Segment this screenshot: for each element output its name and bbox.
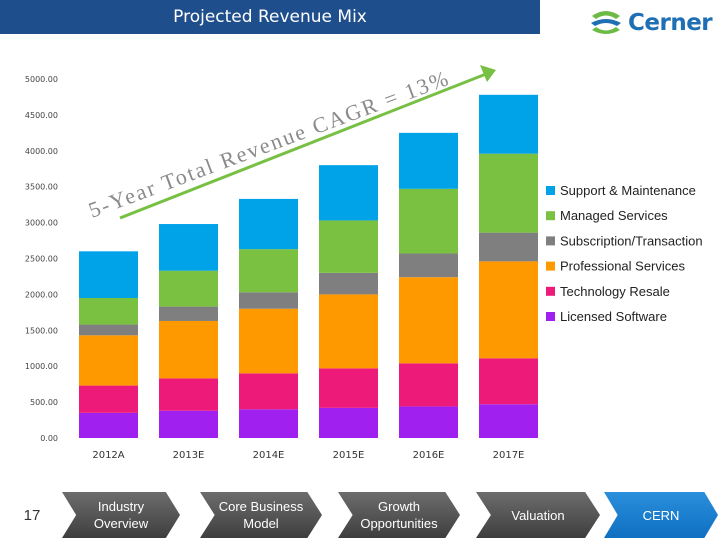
bar-segment <box>239 409 298 438</box>
y-tick-label: 2500.00 <box>25 255 58 264</box>
bar-segment <box>319 368 378 408</box>
y-tick-label: 0.00 <box>40 434 58 443</box>
bar-segment <box>479 153 538 233</box>
y-tick-label: 4500.00 <box>25 111 58 120</box>
bar-segment <box>79 251 138 298</box>
bar-segment <box>319 294 378 369</box>
x-tick-label: 2017E <box>493 450 525 461</box>
legend-entry: Subscription/Transaction <box>560 233 703 248</box>
nav-core-business-model[interactable]: Core Business Model <box>200 492 322 538</box>
bar-segment <box>239 308 298 374</box>
bar-segment <box>159 410 218 438</box>
legend-entry: Licensed Software <box>560 309 667 324</box>
nav-item-label: Valuation <box>511 507 565 523</box>
y-tick-label: 3000.00 <box>25 219 58 228</box>
bar-segment <box>399 132 458 189</box>
bar-segment <box>239 249 298 293</box>
cerner-logo: Cerner <box>588 6 716 40</box>
y-tick-label: 5000.00 <box>25 75 58 84</box>
x-tick-label: 2016E <box>413 450 445 461</box>
logo-text: Cerner <box>628 10 713 36</box>
legend-swatch <box>546 186 555 195</box>
y-tick-label: 3500.00 <box>25 183 58 192</box>
legend-swatch <box>546 211 555 221</box>
bar-segment <box>399 188 458 254</box>
revenue-chart: 0.00 500.00 1000.00 1500.00 2000.00 2500.00 30… <box>25 65 703 461</box>
x-tick-label: 2014E <box>253 450 285 461</box>
bar-segment <box>479 232 538 262</box>
bar-segment <box>159 306 218 321</box>
bar-segment <box>399 363 458 407</box>
bar-segment <box>479 94 538 154</box>
bar-segment <box>399 253 458 278</box>
bar-segment <box>239 198 298 250</box>
legend-swatch <box>546 261 555 271</box>
legend-entry: Support & Maintenance <box>560 183 696 198</box>
nav-item-label: Core Business Model <box>218 499 304 531</box>
legend-swatch <box>546 312 555 321</box>
bar-segment <box>239 373 298 410</box>
x-tick-label: 2013E <box>173 450 205 461</box>
bar-segment <box>79 412 138 438</box>
y-tick-label: 500.00 <box>30 398 58 407</box>
bar-segment <box>319 272 378 295</box>
nav-item-label: Growth Opportunities <box>360 499 438 531</box>
x-tick-label: 2012A <box>92 450 124 461</box>
nav-item-label: CERN <box>642 507 680 523</box>
bar-segment <box>79 385 138 413</box>
bar-segment <box>319 220 378 273</box>
page-number: 17 <box>23 506 41 524</box>
bar-segment <box>159 270 218 307</box>
legend-entry: Professional Services <box>560 259 685 274</box>
page-title: Projected Revenue Mix <box>173 7 367 27</box>
nav-valuation[interactable]: Valuation <box>476 492 600 538</box>
nav-cern[interactable]: CERN <box>604 492 718 538</box>
bar-segment <box>239 292 298 309</box>
bar-segment <box>479 404 538 438</box>
nav-growth-opportunities[interactable]: Growth Opportunities <box>338 492 460 538</box>
bar-segment <box>159 320 218 379</box>
y-tick-label: 2000.00 <box>25 290 58 299</box>
bar-segment <box>319 407 378 438</box>
nav-item-label: Industry Overview <box>93 499 149 531</box>
bar-segment <box>159 224 218 271</box>
legend-entry: Technology Resale <box>560 284 670 299</box>
bar-segment <box>319 165 378 221</box>
title-bar: Projected Revenue Mix <box>0 0 540 34</box>
bar-segment <box>399 277 458 364</box>
bar-segment <box>159 378 218 411</box>
legend-swatch <box>546 286 555 296</box>
legend-swatch <box>546 236 555 246</box>
bar-segment <box>79 324 138 336</box>
trend-arrow-line <box>119 72 487 220</box>
bar-segment <box>79 335 138 386</box>
y-tick-label: 4000.00 <box>25 147 58 156</box>
nav-industry-overview[interactable]: Industry Overview <box>62 492 180 538</box>
trend-arrow-head <box>480 65 496 82</box>
bar-segment <box>79 297 138 325</box>
section-navigation: 17 Industry Overview Core Business Model… <box>0 490 720 540</box>
x-tick-label: 2015E <box>333 450 365 461</box>
cerner-logo-icon <box>591 11 621 34</box>
legend-entry: Managed Services <box>560 208 668 223</box>
y-tick-label: 1500.00 <box>25 326 58 335</box>
bar-segment <box>479 358 538 405</box>
bar-segment <box>399 406 458 438</box>
bar-segment <box>479 261 538 359</box>
y-tick-label: 1000.00 <box>25 362 58 371</box>
